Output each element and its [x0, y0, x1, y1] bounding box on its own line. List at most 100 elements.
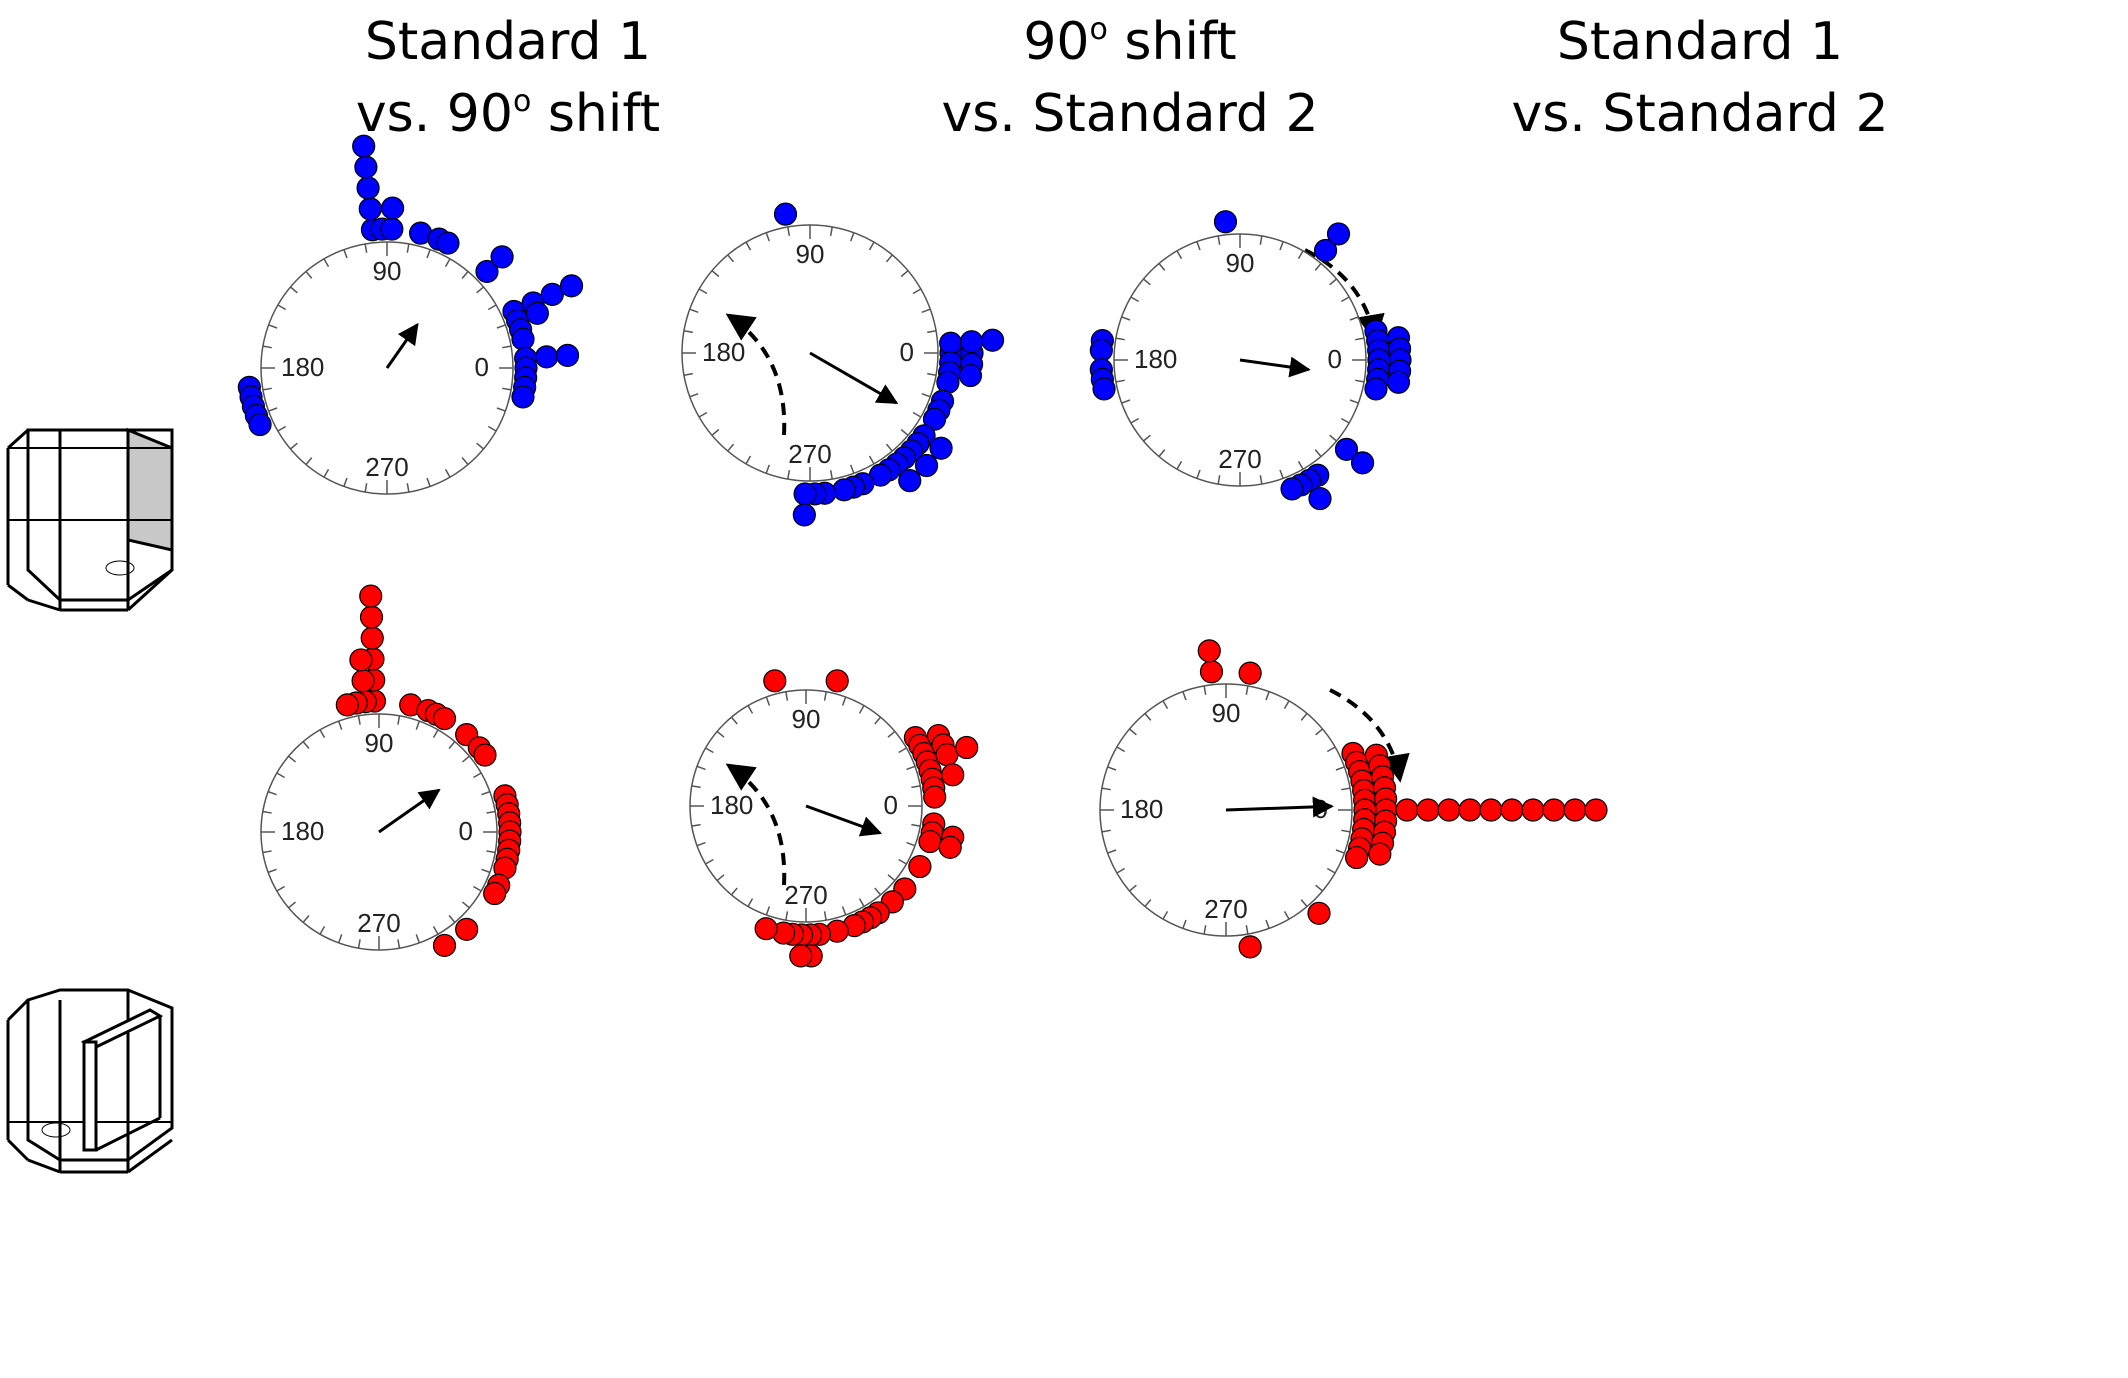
data-point: [1328, 223, 1350, 245]
data-point: [930, 437, 952, 459]
tick-mark: [269, 408, 277, 411]
tick-mark: [434, 730, 439, 738]
data-point: [1352, 452, 1374, 474]
tick-mark: [277, 887, 285, 892]
tick-mark: [1341, 788, 1350, 790]
tick-mark: [786, 692, 788, 701]
tick-mark: [746, 456, 751, 464]
data-point: [1585, 799, 1607, 821]
data-point: [382, 197, 404, 219]
data-point: [360, 606, 382, 628]
tick-mark: [486, 812, 495, 814]
data-point: [982, 329, 1004, 351]
data-point: [353, 135, 375, 157]
tick-mark: [1266, 920, 1269, 928]
tick-mark: [1197, 470, 1200, 478]
tick-mark: [1143, 279, 1150, 285]
tick-mark: [746, 242, 751, 250]
circular-plots: 0 90 180 270 0 90 180 270 0 90 180 270 0 90 180 270 0 90 1…: [238, 135, 1607, 967]
mean-vector-arrow: [387, 325, 417, 368]
data-point: [755, 918, 777, 940]
data-point: [1459, 799, 1481, 821]
tick-mark: [831, 470, 833, 479]
tick-mark: [728, 255, 734, 262]
tick-mark: [870, 242, 875, 250]
data-point: [381, 218, 403, 240]
tick-mark: [1246, 686, 1248, 695]
axis-label-90: 90: [1226, 248, 1255, 278]
tick-mark: [1117, 747, 1125, 752]
axis-label-90: 90: [365, 728, 394, 758]
tick-mark: [786, 911, 788, 920]
tick-mark: [339, 721, 342, 729]
axis-label-0: 0: [1314, 794, 1328, 824]
tick-mark: [860, 706, 865, 714]
tick-mark: [901, 429, 908, 435]
tick-mark: [446, 469, 451, 477]
tick-mark: [927, 374, 936, 376]
data-point: [1093, 378, 1115, 400]
data-point: [484, 883, 506, 905]
tick-mark: [303, 915, 309, 922]
tick-mark: [320, 730, 325, 738]
tick-mark: [1341, 419, 1349, 424]
data-point: [350, 649, 372, 671]
tick-mark: [831, 227, 833, 236]
data-point: [1564, 799, 1586, 821]
tick-mark: [1108, 767, 1116, 770]
tick-mark: [1285, 701, 1290, 709]
tick-mark: [1355, 338, 1364, 340]
tick-mark: [462, 271, 468, 278]
axis-label-90: 90: [796, 239, 825, 269]
tick-mark: [407, 483, 409, 492]
tick-mark: [486, 851, 495, 853]
tick-mark: [899, 748, 907, 753]
data-point: [1369, 843, 1391, 865]
tick-mark: [306, 458, 312, 465]
tick-mark: [717, 731, 724, 737]
data-point: [456, 918, 478, 940]
tick-mark: [1285, 911, 1290, 919]
data-point: [249, 414, 271, 436]
tick-mark: [1301, 900, 1307, 907]
data-point: [826, 670, 848, 692]
data-point: [536, 346, 558, 368]
tick-mark: [462, 902, 469, 908]
tick-mark: [1183, 920, 1186, 928]
tick-mark: [365, 244, 367, 253]
circular-plot-bottom-3: 090180270: [1100, 640, 1607, 958]
data-point: [1239, 936, 1261, 958]
tick-mark: [359, 716, 361, 725]
tick-mark: [706, 748, 714, 753]
data-point: [1090, 339, 1112, 361]
tick-mark: [477, 287, 484, 293]
tick-mark: [1299, 461, 1304, 469]
tick-mark: [1159, 263, 1165, 270]
tick-mark: [1280, 242, 1283, 250]
tick-mark: [1122, 317, 1130, 320]
circular-plot-bottom-2: 090180270: [690, 670, 1400, 967]
tick-mark: [1301, 713, 1307, 720]
tick-mark: [359, 939, 361, 948]
tick-mark: [1260, 236, 1262, 245]
tick-mark: [1108, 850, 1116, 853]
tick-mark: [481, 792, 489, 795]
tick-mark: [699, 289, 707, 294]
data-point: [899, 470, 921, 492]
axis-label-0: 0: [900, 337, 914, 367]
tick-mark: [278, 305, 286, 310]
data-point: [959, 365, 981, 387]
tick-mark: [766, 907, 769, 915]
tick-mark: [473, 773, 481, 778]
tick-mark: [473, 887, 481, 892]
data-point: [939, 836, 961, 858]
apparatus-icon-standard: [8, 430, 172, 610]
tick-mark: [1131, 297, 1139, 302]
tick-mark: [1280, 470, 1283, 478]
tick-mark: [324, 469, 329, 477]
tick-mark: [289, 902, 296, 908]
tick-mark: [748, 899, 753, 907]
tick-mark: [462, 458, 468, 465]
data-point: [352, 670, 374, 692]
tick-mark: [888, 731, 895, 737]
